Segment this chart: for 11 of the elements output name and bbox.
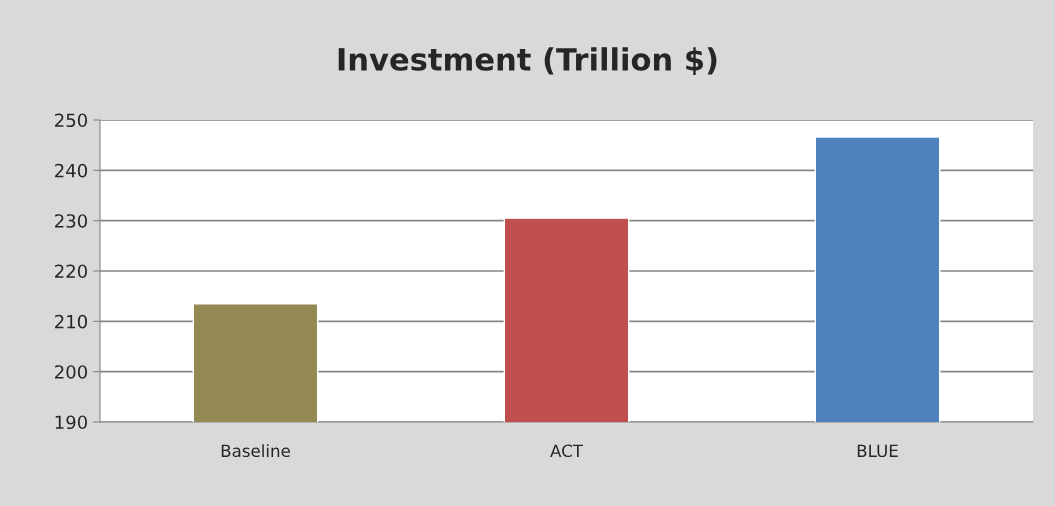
y-tick-label: 210	[55, 314, 87, 329]
y-tick-label: 220	[55, 264, 87, 279]
x-tick-label: Baseline	[221, 444, 290, 458]
chart-title: Investment (Trillion $)	[338, 47, 717, 75]
y-tick-label: 250	[55, 113, 87, 128]
y-tick-label: 230	[55, 214, 87, 228]
x-tick-label: ACT	[550, 444, 584, 458]
y-tick-label: 200	[55, 365, 87, 379]
x-tick-label: BLUE	[857, 444, 898, 458]
y-tick-label: 240	[55, 163, 87, 178]
y-tick-label: 190	[55, 415, 87, 430]
